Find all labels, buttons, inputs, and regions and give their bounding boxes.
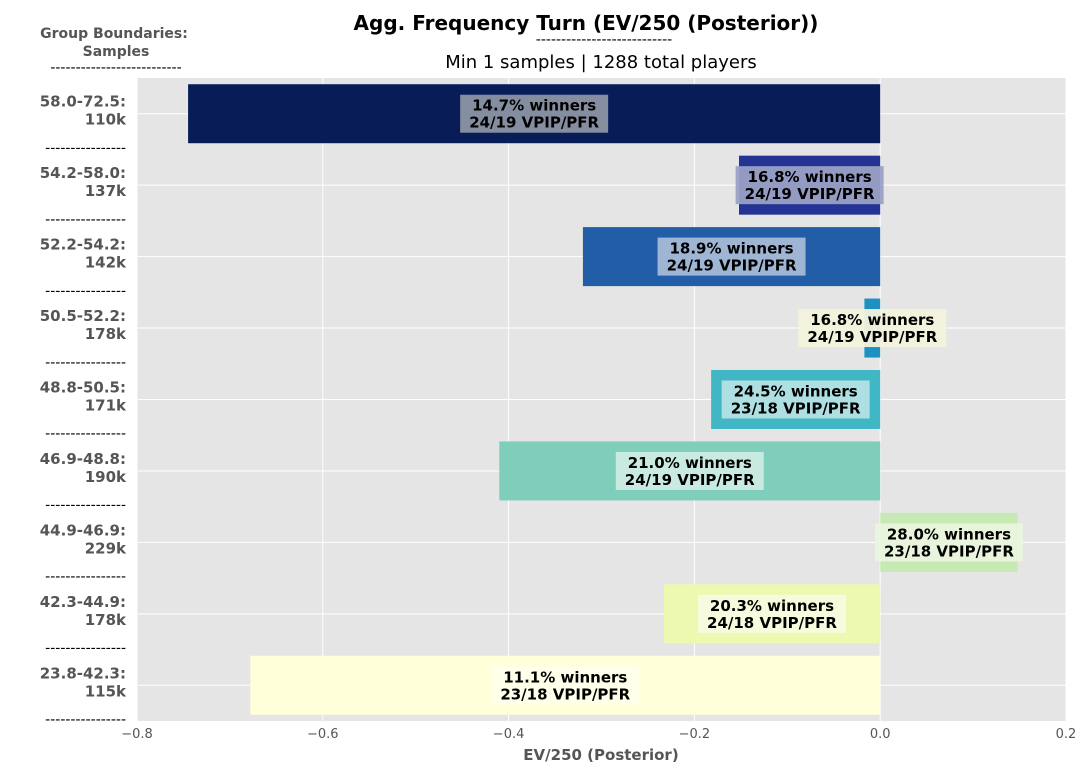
x-axis-label: EV/250 (Posterior) bbox=[523, 746, 678, 764]
x-tick-label: −0.8 bbox=[121, 727, 153, 742]
group-separator: ---------------- bbox=[45, 355, 126, 371]
bar-label-winners: 24.5% winners bbox=[734, 383, 858, 401]
group-samples-label: 115k bbox=[85, 682, 127, 700]
bar-label-box bbox=[615, 451, 764, 490]
group-separator: ---------------- bbox=[45, 569, 126, 585]
group-samples-label: 178k bbox=[85, 611, 127, 629]
x-tick-label: −0.4 bbox=[493, 727, 525, 742]
bar-label-box bbox=[874, 523, 1023, 562]
group-separator: ---------------- bbox=[45, 712, 126, 728]
x-tick-label: 0.0 bbox=[870, 727, 891, 742]
bar-label-winners: 21.0% winners bbox=[628, 454, 752, 472]
group-samples-label: 110k bbox=[85, 111, 127, 129]
group-samples-label: 229k bbox=[85, 539, 127, 557]
group-range-label: 46.9-48.8: bbox=[40, 450, 126, 468]
group-samples-label: 137k bbox=[85, 182, 127, 200]
bar-label-box bbox=[697, 594, 846, 633]
bar-label-box bbox=[798, 309, 947, 348]
bar-label-winners: 20.3% winners bbox=[710, 597, 834, 615]
bar-label-box bbox=[735, 166, 884, 205]
group-samples-label: 190k bbox=[85, 468, 127, 486]
bar-label-box bbox=[491, 666, 640, 705]
bar-label-winners: 16.8% winners bbox=[748, 168, 872, 186]
bar-label-vpip: 24/19 VPIP/PFR bbox=[625, 471, 755, 489]
bar-label-vpip: 24/19 VPIP/PFR bbox=[807, 328, 937, 346]
bar-label-winners: 14.7% winners bbox=[472, 97, 596, 115]
title-underline: --------------------------- bbox=[536, 32, 672, 48]
group-range-label: 54.2-58.0: bbox=[40, 164, 126, 182]
chart-subtitle: Min 1 samples | 1288 total players bbox=[445, 52, 757, 73]
group-separator: ---------------- bbox=[45, 212, 126, 228]
corner-label-line-1: Group Boundaries: bbox=[40, 26, 188, 42]
bar-label-vpip: 24/18 VPIP/PFR bbox=[707, 614, 837, 632]
group-range-label: 50.5-52.2: bbox=[40, 307, 126, 325]
bar-label-box bbox=[657, 237, 806, 276]
bar-label-box bbox=[721, 380, 870, 419]
group-range-label: 58.0-72.5: bbox=[40, 93, 126, 111]
x-tick-label: −0.2 bbox=[679, 727, 711, 742]
group-separator: ---------------- bbox=[45, 641, 126, 657]
group-range-label: 44.9-46.9: bbox=[40, 521, 126, 539]
bar-label-box bbox=[460, 94, 609, 133]
group-labels: 58.0-72.5:110k ---------------- 54.2-58.0:… bbox=[40, 93, 127, 728]
group-separator: ---------------- bbox=[45, 140, 126, 156]
group-separator: ---------------- bbox=[45, 426, 126, 442]
bar-label-winners: 16.8% winners bbox=[810, 311, 934, 329]
group-range-label: 48.8-50.5: bbox=[40, 379, 126, 397]
x-tick-label: 0.2 bbox=[1056, 727, 1077, 742]
bar-label-vpip: 24/19 VPIP/PFR bbox=[745, 185, 875, 203]
bars bbox=[188, 84, 1018, 715]
bar-label-vpip: 24/19 VPIP/PFR bbox=[667, 257, 797, 275]
chart-title: Agg. Frequency Turn (EV/250 (Posterior)) bbox=[354, 11, 819, 35]
group-range-label: 42.3-44.9: bbox=[40, 593, 126, 611]
corner-label-line-2: Samples bbox=[83, 44, 150, 60]
group-separator: ---------------- bbox=[45, 498, 126, 514]
group-samples-label: 142k bbox=[85, 254, 127, 272]
bar-label-vpip: 24/19 VPIP/PFR bbox=[469, 114, 599, 132]
group-range-label: 52.2-54.2: bbox=[40, 236, 126, 254]
bar-label-winners: 28.0% winners bbox=[887, 525, 1011, 543]
x-tick-label: −0.6 bbox=[307, 727, 339, 742]
bar-label-vpip: 23/18 VPIP/PFR bbox=[731, 400, 861, 418]
bar-label-vpip: 23/18 VPIP/PFR bbox=[500, 685, 630, 703]
bar-label-vpip: 23/18 VPIP/PFR bbox=[884, 542, 1014, 560]
group-separator: ---------------- bbox=[45, 283, 126, 299]
bar-label-winners: 18.9% winners bbox=[669, 240, 793, 258]
group-samples-label: 178k bbox=[85, 325, 127, 343]
corner-underline: -------------------------- bbox=[50, 60, 181, 76]
bar-label-winners: 11.1% winners bbox=[503, 668, 627, 686]
group-range-label: 23.8-42.3: bbox=[40, 664, 126, 682]
group-samples-label: 171k bbox=[85, 397, 127, 415]
x-tick-labels: −0.8 −0.6 −0.4 −0.2 0.0 0.2 bbox=[121, 727, 1076, 742]
